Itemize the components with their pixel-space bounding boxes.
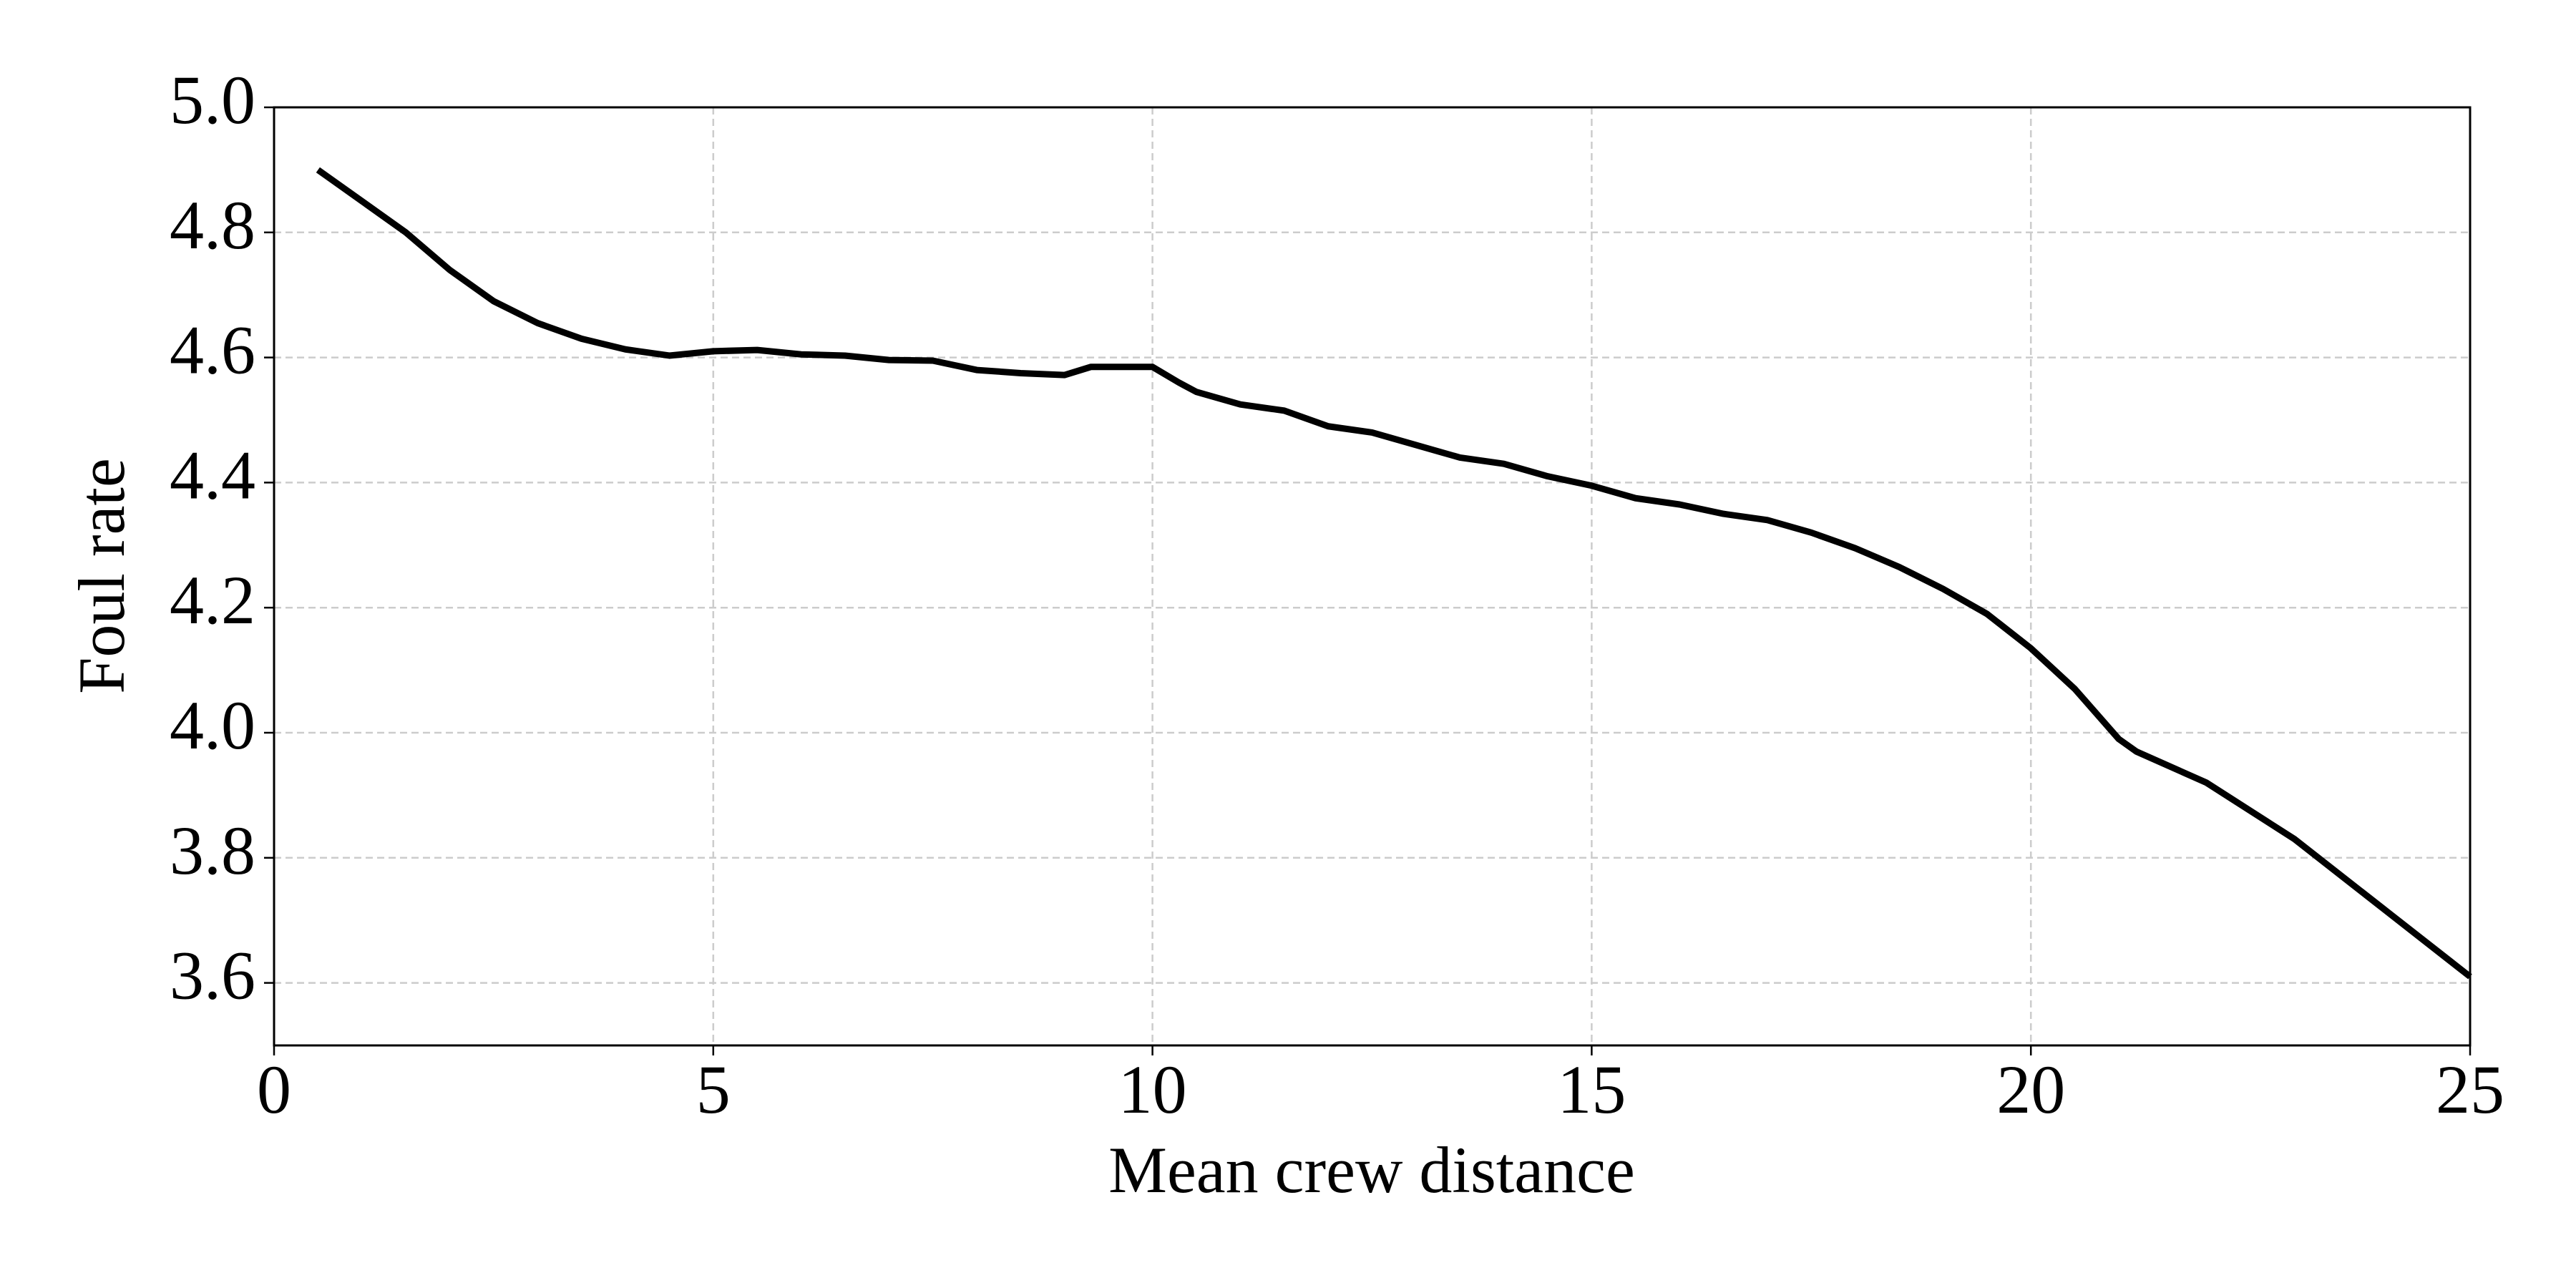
data-line	[316, 167, 2472, 980]
x-tick-label: 5	[696, 1051, 731, 1128]
y-tick-label: 3.6	[170, 937, 255, 1014]
y-tick-label: 4.2	[170, 562, 255, 638]
marks-layer	[316, 167, 2472, 980]
x-tick-label: 15	[1557, 1051, 1626, 1128]
plot-frame	[273, 106, 2472, 1047]
y-tick-label: 4.0	[170, 687, 255, 763]
x-tick-label: 10	[1118, 1051, 1187, 1128]
x-tick-label: 25	[2436, 1051, 2504, 1128]
y-tick-label: 4.4	[170, 436, 255, 513]
x-tick-label: 0	[257, 1051, 291, 1128]
x-axis-label: Mean crew distance	[1108, 1133, 1635, 1206]
y-axis-label: Foul rate	[65, 458, 138, 694]
y-tick-label: 4.8	[170, 187, 255, 263]
y-tick-label: 3.8	[170, 812, 255, 889]
y-tick-label: 4.6	[170, 312, 255, 389]
y-tick-label: 5.0	[170, 62, 255, 138]
x-tick-label: 20	[1996, 1051, 2065, 1128]
